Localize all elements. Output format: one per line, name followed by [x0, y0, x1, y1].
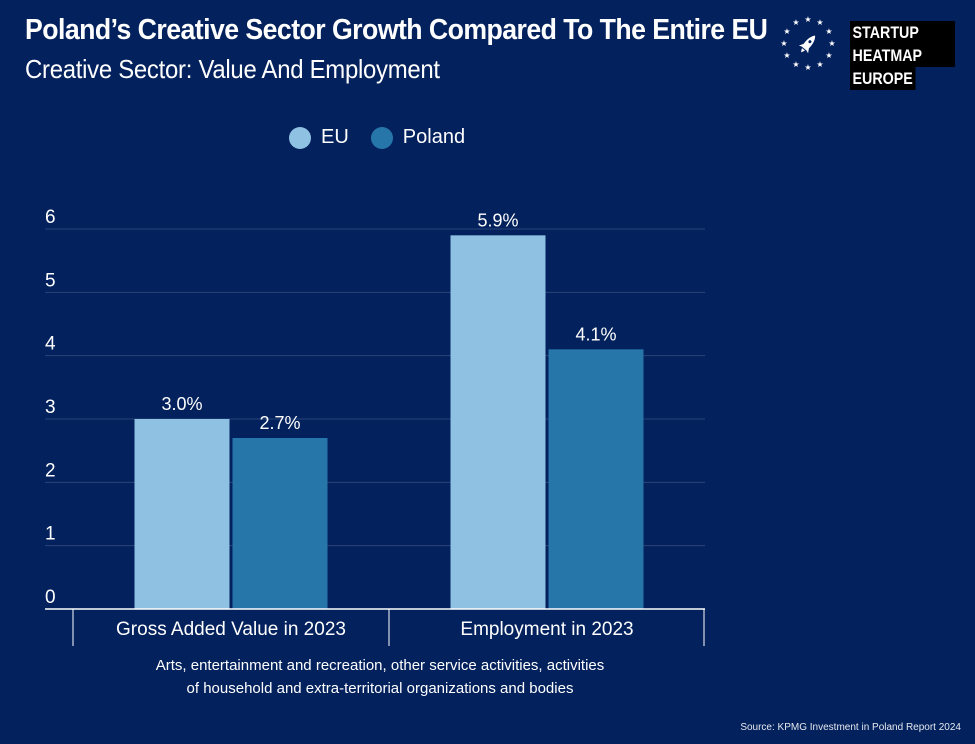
chart-title: Poland’s Creative Sector Growth Compared… — [25, 14, 768, 46]
y-tick-label: 4 — [45, 334, 56, 355]
legend-swatch-poland — [370, 126, 393, 149]
footnote-line-2: of household and extra-territorial organ… — [186, 680, 574, 697]
svg-text:★: ★ — [804, 63, 811, 72]
svg-text:★: ★ — [780, 39, 787, 48]
legend-label-poland: Poland — [402, 126, 466, 148]
legend-label-eu: EU — [321, 126, 349, 148]
x-tick-label: Employment in 2023 — [460, 619, 633, 640]
y-tick-label: 5 — [45, 270, 56, 291]
chart-footnote: Arts, entertainment and recreation, othe… — [100, 654, 660, 700]
svg-text:★: ★ — [783, 51, 790, 60]
svg-text:★: ★ — [828, 39, 835, 48]
y-tick-label: 1 — [45, 524, 56, 545]
y-tick-label: 3 — [45, 397, 56, 418]
chart-legend: EU Poland — [289, 126, 487, 149]
svg-text:★: ★ — [783, 27, 790, 36]
svg-text:★: ★ — [825, 51, 832, 60]
chart-subtitle: Creative Sector: Value And Employment — [25, 54, 440, 84]
data-label: 2.7% — [259, 413, 300, 433]
y-tick-label: 2 — [45, 460, 56, 481]
svg-text:★: ★ — [816, 60, 823, 69]
legend-item-eu: EU — [289, 126, 349, 149]
source-note: Source: KPMG Investment in Poland Report… — [740, 722, 961, 733]
footnote-line-1: Arts, entertainment and recreation, othe… — [155, 657, 605, 674]
x-tick-label: Gross Added Value in 2023 — [116, 619, 346, 640]
bar — [134, 419, 230, 609]
bar — [548, 349, 644, 609]
brand-line-2: EUROPE — [850, 67, 916, 90]
data-label: 3.0% — [161, 394, 202, 414]
svg-text:★: ★ — [792, 60, 799, 69]
bar — [232, 438, 328, 609]
svg-text:★: ★ — [816, 18, 823, 27]
svg-text:★: ★ — [792, 18, 799, 27]
brand-logo-text: STARTUP HEATMAP EUROPE — [850, 21, 955, 90]
y-tick-label: 6 — [45, 207, 56, 228]
brand-line-1: STARTUP HEATMAP — [850, 21, 955, 67]
data-label: 4.1% — [575, 324, 616, 344]
svg-text:★: ★ — [825, 27, 832, 36]
svg-text:★: ★ — [804, 15, 811, 24]
legend-item-poland: Poland — [370, 126, 466, 149]
rocket-stars-icon: ★ ★ ★ ★ ★ ★ ★ ★ ★ ★ ★ ★ — [780, 15, 835, 72]
data-label: 5.9% — [477, 210, 518, 230]
bar — [450, 235, 546, 610]
y-tick-label: 0 — [45, 587, 56, 608]
legend-swatch-eu — [289, 126, 311, 149]
